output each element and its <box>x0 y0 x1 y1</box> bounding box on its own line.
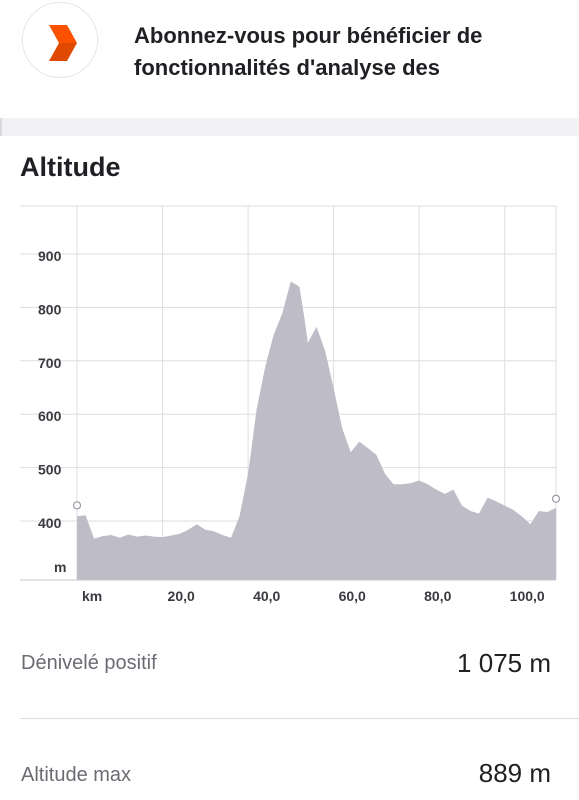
y-tick-label: 900 <box>38 248 62 264</box>
x-tick-label: 80,0 <box>424 588 451 604</box>
x-tick-label: 40,0 <box>253 588 280 604</box>
x-tick-label: 20,0 <box>168 588 195 604</box>
elevation-gain-value: 1 075 m <box>457 648 551 678</box>
x-tick-label: 100,0 <box>510 588 545 604</box>
y-axis-label: m <box>54 559 66 575</box>
x-tick-label: 60,0 <box>339 588 366 604</box>
y-tick-label: 700 <box>38 355 62 371</box>
y-tick-label: 500 <box>38 462 62 478</box>
row-divider <box>20 718 579 719</box>
x-axis-label: km <box>82 588 102 604</box>
banner-message: Abonnez-vous pour bénéficier de fonction… <box>134 23 483 80</box>
section-divider <box>0 118 579 136</box>
altitude-chart: 400 500 600 700 800 900 mkm 20,0 40,0 60,0 80,0 100… <box>20 205 561 604</box>
start-marker <box>72 501 82 510</box>
max-altitude-label: Altitude max <box>21 764 132 786</box>
altitude-area <box>77 281 556 580</box>
section-title: Altitude <box>20 152 121 182</box>
y-tick-label: 600 <box>38 408 62 424</box>
max-altitude-value: 889 m <box>478 758 551 788</box>
end-marker <box>551 494 561 503</box>
strava-logo-icon <box>22 2 98 78</box>
y-tick-label: 400 <box>38 515 62 531</box>
elevation-gain-label: Dénivelé positif <box>21 652 157 674</box>
subscribe-banner[interactable]: Abonnez-vous pour bénéficier de fonction… <box>0 0 579 118</box>
y-tick-label: 800 <box>38 301 62 317</box>
